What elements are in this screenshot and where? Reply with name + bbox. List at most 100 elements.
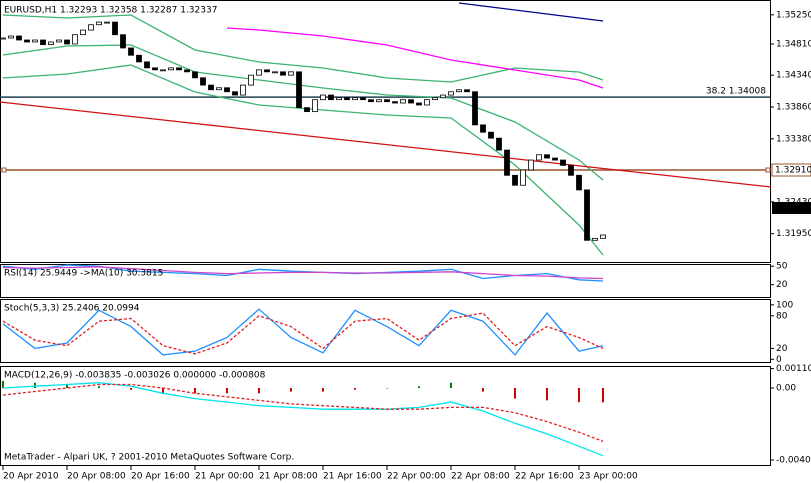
panel-title: Stoch(5,3,3) 25.2406 20.0994 <box>4 304 140 314</box>
candle <box>304 107 310 113</box>
candle <box>272 71 278 74</box>
indicator-line <box>2 64 604 256</box>
panel-title: RSI(14) 25.9449 ->MA(10) 30.3815 <box>4 269 163 279</box>
axis-label: 1.32910 <box>775 166 811 176</box>
candle <box>560 159 566 166</box>
candle <box>552 157 558 161</box>
indicator-line <box>2 383 604 443</box>
candle <box>40 39 46 46</box>
histogram-bar <box>2 380 4 389</box>
indicator-line <box>2 14 604 83</box>
candle <box>0 37 6 40</box>
candle <box>160 69 166 72</box>
candle <box>152 67 158 71</box>
candle <box>464 89 470 93</box>
candle <box>336 97 342 101</box>
y-tick-label: 20 <box>776 344 788 354</box>
histogram-bar <box>226 388 228 394</box>
indicator-line <box>2 308 604 356</box>
y-tick-label: 1.34340 <box>776 71 811 81</box>
candle <box>360 97 366 101</box>
candle <box>416 102 422 106</box>
candle <box>56 39 62 43</box>
y-tick-label: 1.34810 <box>776 39 811 49</box>
candle <box>24 39 30 43</box>
y-tick-label: 1.33860 <box>776 102 811 112</box>
price-label-box <box>772 202 811 215</box>
candle <box>120 34 126 49</box>
indicator-line <box>226 27 604 89</box>
candle <box>72 34 78 45</box>
y-tick-label: 100 <box>776 300 793 310</box>
indicator-line <box>2 44 604 181</box>
y-tick-label: 1.31950 <box>776 229 811 239</box>
candle <box>216 87 222 91</box>
candle <box>64 39 70 45</box>
x-tick-label: 20 Apr 08:00 <box>67 472 126 482</box>
candle <box>128 47 134 56</box>
candle <box>408 99 414 104</box>
y-tick-label: 0 <box>776 355 782 365</box>
histogram-bar <box>290 388 292 392</box>
candle <box>488 131 494 139</box>
y-tick-label: 80 <box>776 311 788 321</box>
x-tick-label: 20 Apr 16:00 <box>131 472 190 482</box>
y-tick-label: 50 <box>776 262 788 272</box>
candle <box>480 124 486 133</box>
candle <box>528 159 534 171</box>
candle <box>568 164 574 176</box>
line-end-marker <box>1 167 7 173</box>
indicator-line <box>2 312 604 355</box>
candle <box>352 97 358 101</box>
histogram-bar <box>418 386 420 389</box>
candle <box>176 67 182 71</box>
candle <box>208 84 214 91</box>
indicator-line <box>2 266 604 280</box>
candle <box>536 154 542 161</box>
candle <box>96 21 102 26</box>
candle <box>112 21 118 36</box>
candle <box>592 237 598 241</box>
candle <box>248 74 254 86</box>
histogram-bar <box>450 382 452 389</box>
candle <box>312 99 318 113</box>
candle <box>424 99 430 106</box>
candle <box>384 99 390 103</box>
histogram-bar <box>162 388 164 394</box>
candle <box>88 24 94 31</box>
macd-panel <box>0 366 771 466</box>
candle <box>472 91 478 126</box>
candle <box>320 94 326 101</box>
candle <box>544 154 550 159</box>
candle <box>392 101 398 104</box>
candle <box>240 84 246 96</box>
x-tick-label: 21 Apr 00:00 <box>195 472 254 482</box>
candle <box>80 29 86 36</box>
candle <box>344 97 350 101</box>
candle <box>144 61 150 69</box>
candle <box>328 94 334 101</box>
histogram-bar <box>322 388 324 392</box>
x-tick-label: 23 Apr 00:00 <box>579 472 638 482</box>
axis-label-box <box>771 163 811 177</box>
histogram-bar <box>194 388 196 394</box>
histogram-bar <box>130 388 132 390</box>
line-end-marker <box>765 167 771 173</box>
histogram-bar <box>98 386 100 389</box>
candle <box>224 87 230 93</box>
candle <box>200 77 206 86</box>
candle <box>448 91 454 96</box>
candle <box>104 21 110 24</box>
histogram-bar <box>546 388 548 401</box>
y-tick-label: 1.35250 <box>776 10 811 20</box>
stoch-panel <box>0 299 771 363</box>
candle <box>376 99 382 103</box>
candle <box>400 99 406 104</box>
histogram-bar <box>386 388 388 389</box>
chart-title: EURUSD,H1 1.32293 1.32358 1.32287 1.3233… <box>4 6 217 16</box>
y-tick-label: 1.33380 <box>776 134 811 144</box>
x-tick-label: 21 Apr 16:00 <box>323 472 382 482</box>
candle <box>16 35 22 41</box>
